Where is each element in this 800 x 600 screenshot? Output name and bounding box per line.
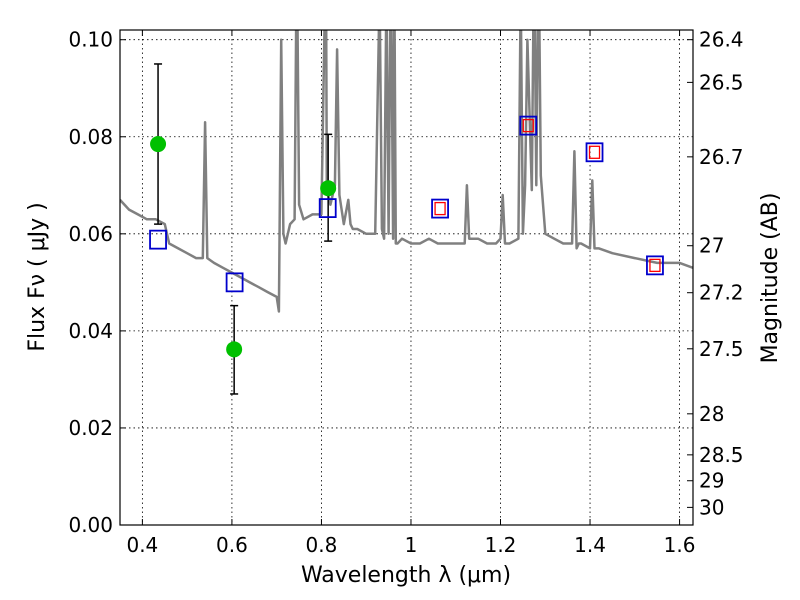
red-square-point — [522, 118, 534, 133]
x-tick-label: 0.6 — [216, 533, 248, 557]
right-axis-title: Magnitude (AB) — [758, 193, 783, 364]
blue-square-point — [149, 229, 167, 250]
x-axis-title: Wavelength λ (μm) — [301, 563, 511, 588]
green-observed-point — [150, 136, 167, 153]
mag-tick-label: 26.4 — [699, 28, 744, 52]
blue-square-point — [646, 255, 664, 276]
green-observed-point — [226, 341, 243, 358]
spectrum-series — [120, 30, 693, 313]
y-tick-label: 0.10 — [68, 28, 113, 52]
x-tick-label: 1.2 — [485, 533, 517, 557]
grid-lines — [120, 30, 693, 526]
blue-square-point — [585, 142, 604, 163]
red-square-series — [434, 118, 661, 273]
mag-tick-label: 29 — [699, 469, 724, 493]
x-tick-label: 1 — [405, 533, 418, 557]
green-point-series — [150, 136, 337, 358]
mag-tick-label: 30 — [699, 495, 724, 519]
y-tick-label: 0.06 — [68, 222, 113, 246]
red-square-point — [588, 145, 601, 159]
red-square-point — [649, 258, 661, 273]
green-observed-point — [320, 180, 337, 197]
spectrum-line — [120, 30, 693, 313]
mag-tick-label: 28.5 — [699, 443, 744, 467]
y-tick-label: 0.04 — [68, 319, 113, 343]
blue-square-point — [431, 198, 449, 219]
y-tick-label: 0.02 — [68, 416, 113, 440]
mag-tick-label: 27.2 — [699, 281, 744, 305]
red-square-point — [434, 201, 446, 216]
y-tick-label: 0.00 — [68, 513, 113, 537]
plot-frame — [119, 29, 694, 526]
mag-tick-label: 27 — [699, 234, 724, 258]
y-tick-label: 0.08 — [68, 125, 113, 149]
mag-tick-label: 28 — [699, 402, 724, 426]
axis-ticks: 0.4 0.6 0.8 1 1.2 1.4 1.6 0.00 0.02 0.04 0.06 0.08 0… — [68, 28, 743, 557]
mag-tick-label: 27.5 — [699, 337, 744, 361]
blue-square-point — [225, 272, 244, 293]
blue-square-point — [318, 198, 337, 219]
x-tick-label: 1.6 — [664, 533, 696, 557]
x-tick-label: 0.8 — [306, 533, 338, 557]
blue-square-point — [519, 115, 538, 136]
mag-tick-label: 26.5 — [699, 70, 744, 94]
blue-square-series — [149, 115, 664, 293]
x-tick-label: 0.4 — [126, 533, 158, 557]
y-axis-title: Flux Fν ( μJy ) — [25, 202, 50, 351]
mag-tick-label: 26.7 — [699, 145, 744, 169]
error-bars — [154, 63, 333, 395]
x-tick-label: 1.4 — [574, 533, 606, 557]
